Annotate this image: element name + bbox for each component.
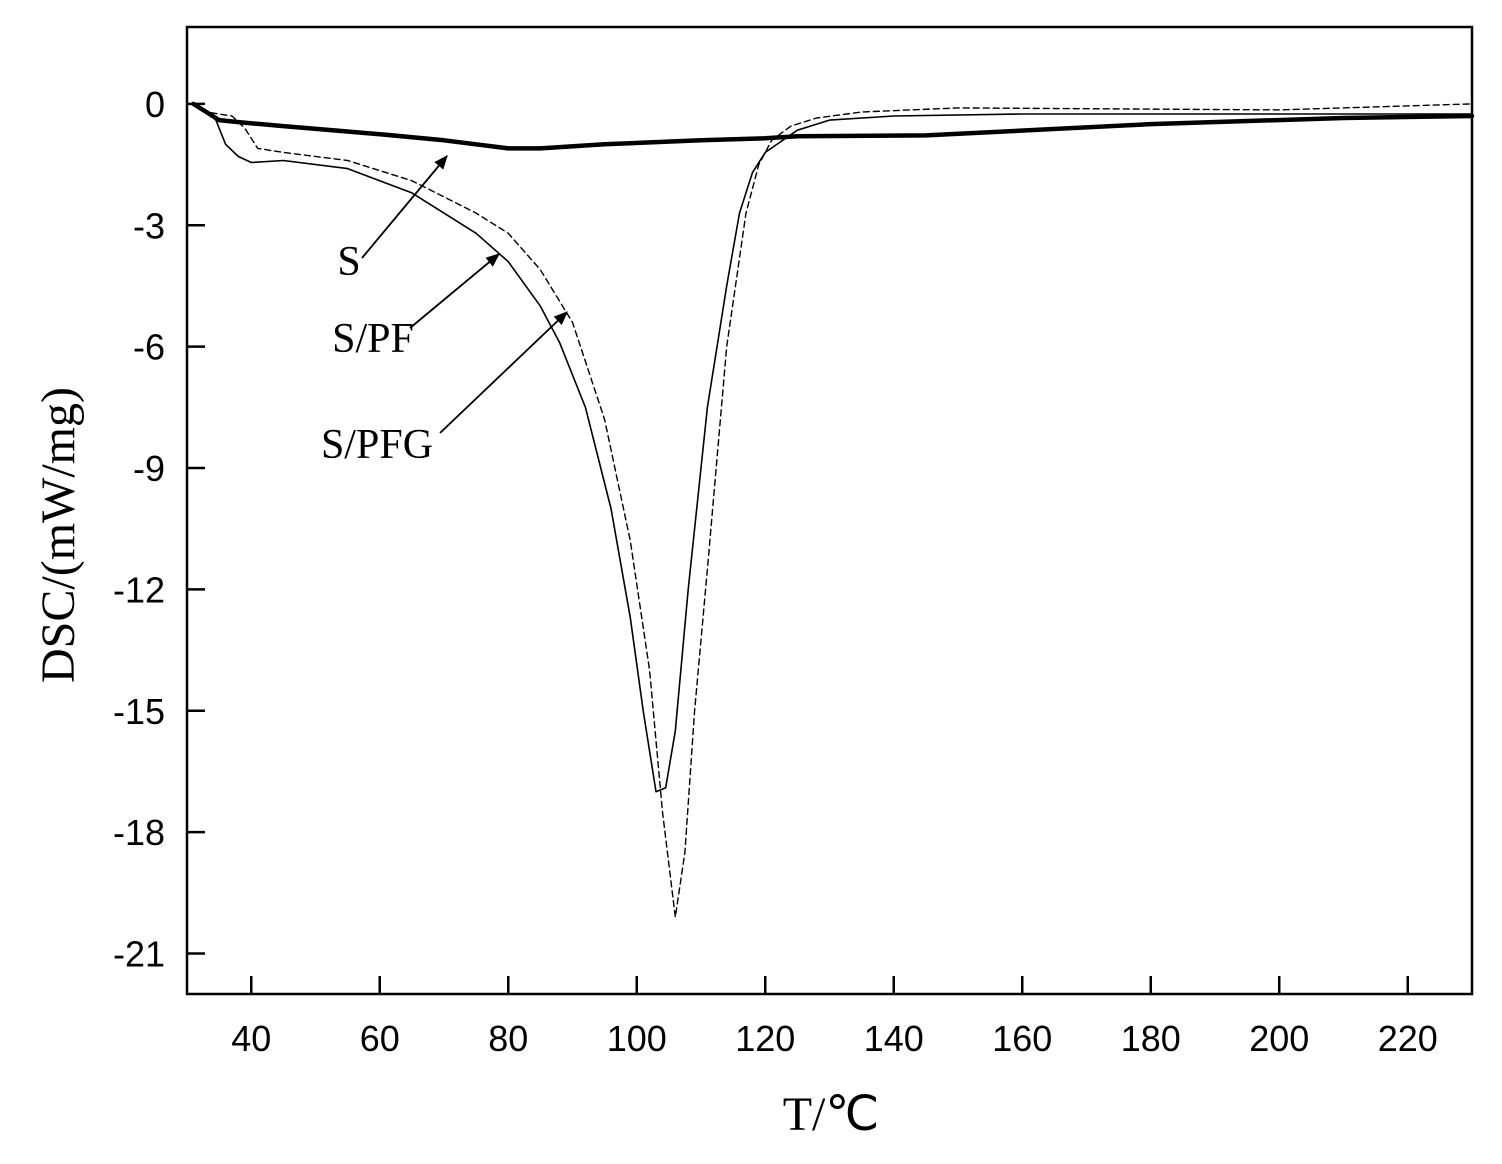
x-tick-label: 200 — [1249, 1018, 1309, 1059]
y-tick-label: -12 — [113, 569, 165, 610]
x-tick-label: 160 — [992, 1018, 1052, 1059]
annotation-arrow-s-pfg — [439, 311, 568, 434]
series-line-s-pf — [192, 103, 1473, 793]
y-tick-label: -21 — [113, 934, 165, 975]
x-tick-label: 180 — [1121, 1018, 1181, 1059]
annotation-arrow-s — [361, 155, 448, 259]
series-line-s-pfg — [192, 103, 1473, 918]
y-tick-label: -15 — [113, 691, 165, 732]
plot-frame — [185, 25, 1474, 996]
x-tick-label: 60 — [360, 1018, 400, 1059]
x-tick-label: 40 — [231, 1018, 271, 1059]
y-axis-title: DSC/(mW/mg) — [32, 387, 85, 683]
x-tick-label: 140 — [864, 1018, 924, 1059]
axis-ticks: 40 60 80 100 120 140 160 180 200 220 0 -3 -6 -9 -12 -15… — [113, 84, 1438, 1059]
x-tick-label: 100 — [607, 1018, 667, 1059]
y-tick-label: -3 — [133, 205, 165, 246]
annotation-label-s: S — [337, 239, 360, 285]
annotations: S S/PF S/PFG — [321, 155, 568, 468]
y-tick-label: -9 — [133, 448, 165, 489]
x-tick-label: 80 — [488, 1018, 528, 1059]
x-tick-label: 120 — [735, 1018, 795, 1059]
x-axis-title: T/℃ — [783, 1088, 880, 1141]
annotation-label-s-pfg: S/PFG — [321, 422, 433, 468]
x-tick-label: 220 — [1378, 1018, 1438, 1059]
y-tick-label: 0 — [145, 84, 165, 125]
y-tick-label: -6 — [133, 327, 165, 368]
series-line-s — [191, 101, 1475, 151]
y-tick-label: -18 — [113, 812, 165, 853]
series-layer — [191, 101, 1475, 918]
annotation-label-s-pf: S/PF — [332, 316, 414, 362]
annotation-arrow-s-pf — [409, 253, 500, 329]
